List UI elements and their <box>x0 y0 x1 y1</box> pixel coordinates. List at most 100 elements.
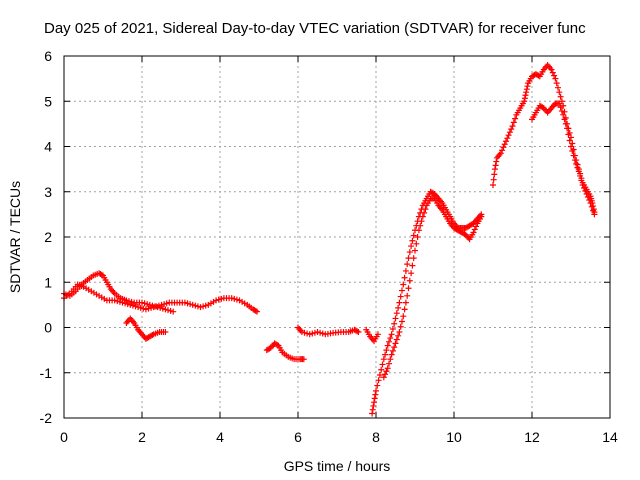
data-point <box>354 328 361 335</box>
data-point <box>400 313 407 320</box>
data-point <box>557 93 564 100</box>
data-point <box>149 332 156 339</box>
data-point <box>401 306 408 313</box>
data-point <box>418 218 425 225</box>
y-tick-label: 5 <box>44 93 52 109</box>
data-point <box>399 287 405 294</box>
data-point <box>508 126 515 133</box>
data-point <box>512 115 519 122</box>
data-point <box>491 166 498 173</box>
data-point <box>378 366 385 373</box>
data-point <box>404 292 411 299</box>
data-point <box>473 223 480 230</box>
data-point <box>374 331 381 338</box>
data-point <box>392 315 399 322</box>
y-tick-label: 2 <box>44 229 52 245</box>
data-point <box>384 365 391 372</box>
data-point <box>393 310 400 317</box>
data-point <box>374 382 381 389</box>
x-axis-label: GPS time / hours <box>284 458 391 474</box>
data-point <box>395 304 402 311</box>
data-point <box>574 164 581 171</box>
data-point <box>382 351 389 358</box>
data-point <box>387 356 394 363</box>
data-point <box>509 123 516 130</box>
y-axis-label: SDTVAR / TECUs <box>7 181 23 293</box>
data-point <box>590 207 597 214</box>
data-point <box>391 344 398 351</box>
data-point <box>413 240 420 247</box>
data-point <box>254 308 261 315</box>
x-tick-label: 12 <box>524 429 540 445</box>
data-point <box>566 137 573 144</box>
data-point <box>405 285 412 292</box>
data-point <box>376 372 383 379</box>
data-point <box>111 297 118 304</box>
data-point <box>404 261 411 268</box>
data-point <box>389 347 396 354</box>
data-point <box>388 351 395 358</box>
y-tick-label: 6 <box>44 48 52 64</box>
data-point <box>408 270 415 277</box>
data-point <box>399 318 405 325</box>
data-point <box>389 326 396 333</box>
data-point <box>402 299 409 306</box>
data-point <box>300 356 307 363</box>
data-point <box>584 194 591 201</box>
data-point <box>558 108 565 115</box>
data-point <box>393 336 400 343</box>
data-point <box>383 347 390 354</box>
y-tick-label: 3 <box>44 184 52 200</box>
data-point <box>410 255 417 262</box>
data-point <box>501 141 508 148</box>
data-point <box>504 135 511 142</box>
data-point <box>561 116 568 123</box>
data-point <box>470 229 477 236</box>
data-point <box>560 111 567 118</box>
data-point <box>373 387 379 394</box>
data-point <box>370 402 377 409</box>
data-point <box>402 267 409 274</box>
plot-frame <box>63 55 611 419</box>
data-point <box>568 143 574 150</box>
data-point <box>524 83 531 90</box>
data-point <box>355 329 362 336</box>
data-marks <box>61 62 598 417</box>
data-point <box>379 361 386 368</box>
data-point <box>478 213 485 220</box>
data-point <box>569 148 576 155</box>
y-tick-label: 1 <box>44 274 52 290</box>
data-point <box>556 89 563 96</box>
data-point <box>510 119 517 126</box>
data-point <box>396 329 403 336</box>
data-point <box>569 140 576 147</box>
data-point <box>493 158 500 165</box>
data-point <box>553 80 560 87</box>
data-point <box>579 181 586 188</box>
x-tick-label: 2 <box>138 429 146 445</box>
data-point <box>369 410 376 417</box>
data-point <box>409 262 416 269</box>
y-tick-label: 0 <box>44 320 52 336</box>
x-tick-label: 6 <box>294 429 302 445</box>
y-tick-label: 4 <box>44 139 52 155</box>
data-point <box>412 247 418 254</box>
data-point <box>505 132 512 139</box>
data-point <box>565 131 572 138</box>
x-tick-label: 8 <box>372 429 380 445</box>
data-point <box>571 157 578 164</box>
data-point <box>414 234 421 240</box>
data-point <box>587 200 594 207</box>
data-point <box>506 129 513 136</box>
data-point <box>372 391 379 398</box>
data-point <box>388 331 395 338</box>
data-point <box>522 92 529 99</box>
data-point <box>421 209 428 216</box>
data-point <box>274 341 281 348</box>
y-tick-label: -1 <box>40 365 53 381</box>
data-point <box>371 395 378 402</box>
data-point <box>521 98 528 105</box>
data-point <box>397 293 404 300</box>
data-point <box>490 181 496 188</box>
data-point <box>492 162 499 169</box>
